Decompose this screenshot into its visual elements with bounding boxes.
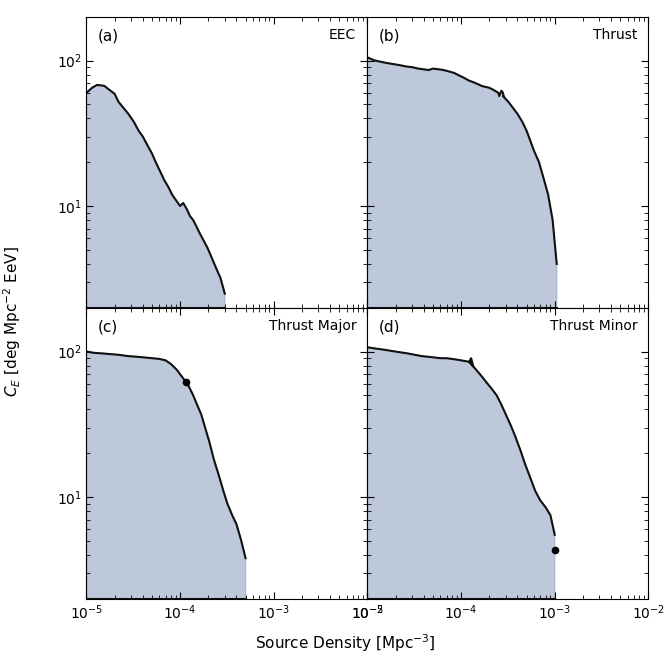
Text: Thrust: Thrust (593, 28, 637, 42)
Text: (d): (d) (378, 319, 400, 334)
Text: (a): (a) (98, 28, 119, 43)
Text: Thrust Minor: Thrust Minor (549, 319, 637, 333)
Text: $C_E$ [deg Mpc$^{-2}$ EeV]: $C_E$ [deg Mpc$^{-2}$ EeV] (1, 246, 23, 397)
Text: (b): (b) (378, 28, 400, 43)
Text: (c): (c) (98, 319, 118, 334)
Text: Thrust Major: Thrust Major (269, 319, 356, 333)
Polygon shape (86, 351, 245, 599)
Text: Source Density [Mpc$^{-3}$]: Source Density [Mpc$^{-3}$] (255, 633, 436, 654)
Text: EEC: EEC (329, 28, 356, 42)
Polygon shape (368, 58, 557, 308)
Polygon shape (86, 85, 225, 308)
Polygon shape (368, 347, 555, 599)
